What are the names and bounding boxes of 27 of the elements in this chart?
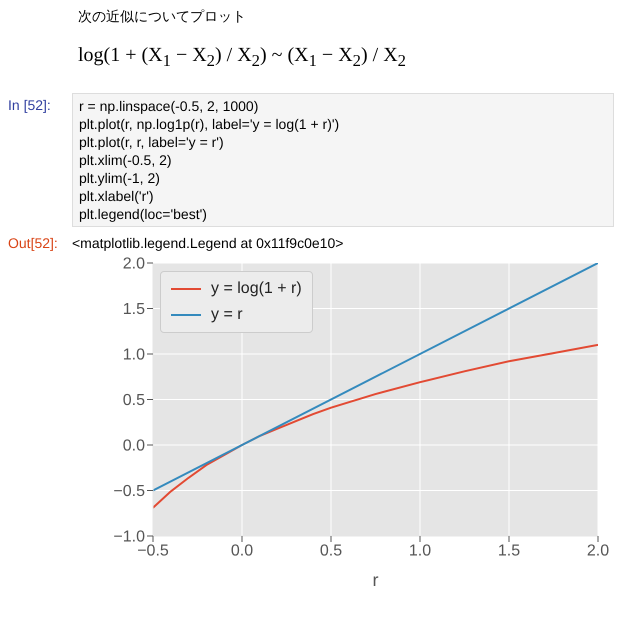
y-tick-label: 1.0 — [122, 346, 146, 364]
x-tick-label: 0.5 — [320, 542, 342, 560]
legend-label: y = r — [211, 306, 243, 324]
x-tick-label: 2.0 — [586, 542, 610, 560]
text: plt.xlim(-0.5, 2) — [79, 151, 173, 169]
x-axis-title: r — [372, 570, 378, 590]
y-tick-label: 2.0 — [122, 256, 146, 273]
y-tick-label: 0.5 — [122, 392, 146, 410]
text: plt.ylim(-1, 2) — [79, 169, 161, 187]
y-tick-label: 0.0 — [122, 438, 146, 455]
text: plt.plot(r, r, label='y = r') — [79, 133, 225, 151]
text: Out[52]: — [8, 235, 59, 251]
text: plt.legend(loc='best') — [79, 205, 208, 223]
text: plt.plot(r, np.log1p(r), label='y = log(1 + r)') — [79, 115, 340, 133]
legend-label: y = log(1 + r) — [211, 280, 302, 298]
text: In [52]: — [8, 96, 52, 115]
text: log(1 + (X$_{1}$ − X$_{2}$) / X$_{2}$) ~ (X$_{1}$ − X$_{2}$) / X$_{2}$ — [78, 44, 406, 70]
x-tick-label: 1.5 — [498, 542, 520, 560]
y-tick-label: −0.5 — [113, 483, 146, 500]
text: plt.xlabel('r') — [79, 187, 155, 205]
text: r = np.linspace(-0.5, 2, 1000) — [79, 97, 260, 115]
text: <matplotlib.legend.Legend at 0x11f9c0e10> — [72, 235, 344, 251]
x-tick-label: 0.0 — [230, 542, 254, 560]
chart-title: 次の近似についてプロット — [78, 8, 247, 26]
line-series — [153, 344, 598, 509]
x-tick-label: 1.0 — [408, 542, 432, 560]
y-tick-label: 1.5 — [122, 301, 146, 318]
